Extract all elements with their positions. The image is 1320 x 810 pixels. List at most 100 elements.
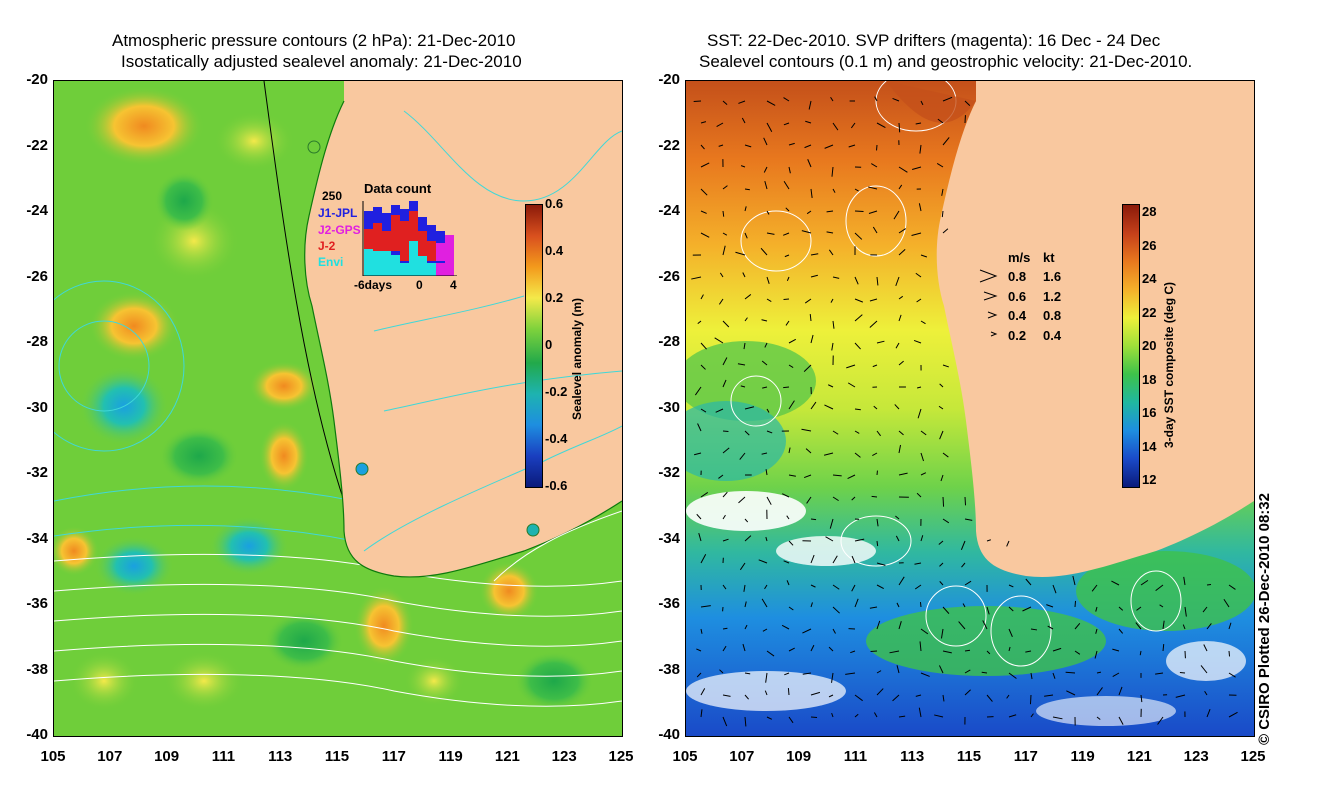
velocity-arrow (826, 210, 834, 213)
velocity-arrow (832, 320, 835, 329)
velocity-arrow (1052, 716, 1063, 720)
velocity-arrow (766, 496, 772, 505)
velocity-arrow (827, 384, 834, 388)
velocity-arrow (801, 230, 812, 234)
velocity-arrow (871, 163, 878, 168)
sst-colorbar-tick: 26 (1142, 237, 1157, 253)
velocity-arrow (938, 540, 944, 545)
velocity-arrow (805, 120, 812, 124)
velocity-arrow (1118, 686, 1123, 696)
velocity-arrow (942, 96, 953, 102)
velocity-arrow (1008, 672, 1017, 679)
right-lat-tick: -24 (658, 202, 680, 219)
velocity-arrow (898, 621, 902, 630)
island-marker (307, 140, 321, 154)
velocity-arrow (716, 122, 724, 127)
velocity-arrow (898, 184, 903, 190)
velocity-arrow (874, 96, 878, 102)
velocity-arrow (784, 672, 790, 676)
velocity-arrow (1096, 671, 1102, 674)
right-map-panel (685, 80, 1255, 737)
velocity-arrow (810, 584, 816, 588)
right-lon-tick: 117 (1013, 748, 1038, 765)
velocity-arrow (1228, 711, 1238, 718)
right-lat-tick: -20 (658, 71, 680, 88)
velocity-arrow (832, 430, 839, 435)
sst-colorbar-tick: 22 (1142, 304, 1157, 320)
velocity-arrow (810, 188, 813, 198)
velocity-arrow (1204, 690, 1208, 696)
left-lon-tick: 125 (608, 748, 634, 765)
copyright-text: © CSIRO Plotted 26-Dec-2010 08:32 (1256, 493, 1273, 745)
velocity-arrow (788, 142, 795, 146)
velocity-arrow (744, 206, 747, 212)
velocity-arrow (810, 691, 821, 696)
velocity-arrow (920, 452, 924, 462)
velocity-arrow (876, 430, 881, 437)
velocity-arrow (740, 165, 746, 168)
velocity-arrow (744, 232, 748, 239)
velocity-arrow (919, 641, 922, 652)
velocity-arrow (1179, 671, 1186, 674)
velocity-arrow (783, 298, 790, 301)
velocity-arrow (764, 180, 768, 190)
velocity-arrow (1162, 620, 1165, 630)
velocity-arrow (896, 665, 900, 674)
velocity-arrow (788, 364, 794, 368)
velocity-arrow (760, 247, 768, 256)
velocity-arrow (1008, 628, 1013, 638)
velocity-arrow (744, 188, 750, 191)
velocity-arrow (744, 406, 755, 410)
velocity-arrow (919, 144, 922, 154)
velocity-arrow (1155, 584, 1164, 591)
velocity-arrow (1203, 644, 1208, 652)
velocity-arrow (700, 188, 708, 196)
arrow-0.2-icon (990, 331, 998, 337)
left-lat-tick: -20 (26, 71, 48, 88)
velocity-arrow (788, 166, 791, 174)
velocity-arrow (744, 535, 752, 542)
velocity-arrow (766, 408, 770, 413)
sealevel-colorbar-label: Sealevel anomaly (m) (570, 297, 584, 420)
sst-colorbar-tick: 14 (1142, 438, 1157, 454)
velocity-arrow (872, 452, 878, 457)
velocity-arrow (939, 581, 944, 586)
velocity-legend-ms-1: 0.6 (1008, 289, 1027, 304)
velocity-arrow (1095, 606, 1098, 612)
velocity-arrow (915, 272, 922, 278)
velocity-arrow (781, 624, 790, 630)
velocity-arrow (783, 97, 790, 102)
velocity-arrow (920, 320, 926, 325)
velocity-arrow (810, 274, 818, 278)
velocity-arrow (1206, 623, 1212, 630)
velocity-arrow (700, 408, 707, 413)
velocity-arrow (916, 492, 922, 498)
left-lon-tick: 105 (40, 748, 66, 765)
velocity-arrow (876, 540, 879, 547)
velocity-arrow (939, 383, 944, 388)
velocity-arrow (845, 672, 856, 675)
velocity-arrow (788, 474, 796, 477)
velocity-arrow (981, 671, 988, 674)
left-lon-tick: 121 (494, 748, 520, 765)
velocity-arrow (872, 226, 878, 234)
right-lon-tick: 123 (1183, 748, 1209, 765)
velocity-arrow (765, 469, 768, 476)
velocity-arrow (722, 320, 730, 328)
velocity-arrow (762, 386, 768, 389)
velocity-arrow (824, 144, 834, 149)
velocity-arrow (1111, 580, 1120, 586)
velocity-arrow (787, 688, 790, 696)
right-lon-tick: 107 (729, 748, 755, 765)
left-lat-tick: -36 (26, 595, 48, 612)
velocity-arrow (916, 386, 922, 389)
velocity-arrow (898, 576, 905, 586)
histogram-bars (364, 201, 454, 276)
velocity-arrow (854, 694, 863, 702)
velocity-arrow (1182, 624, 1186, 630)
velocity-arrow (740, 385, 746, 388)
velocity-arrow (986, 539, 991, 542)
velocity-arrow (914, 584, 922, 590)
velocity-arrow (894, 404, 900, 410)
right-lat-tick: -26 (658, 267, 680, 285)
